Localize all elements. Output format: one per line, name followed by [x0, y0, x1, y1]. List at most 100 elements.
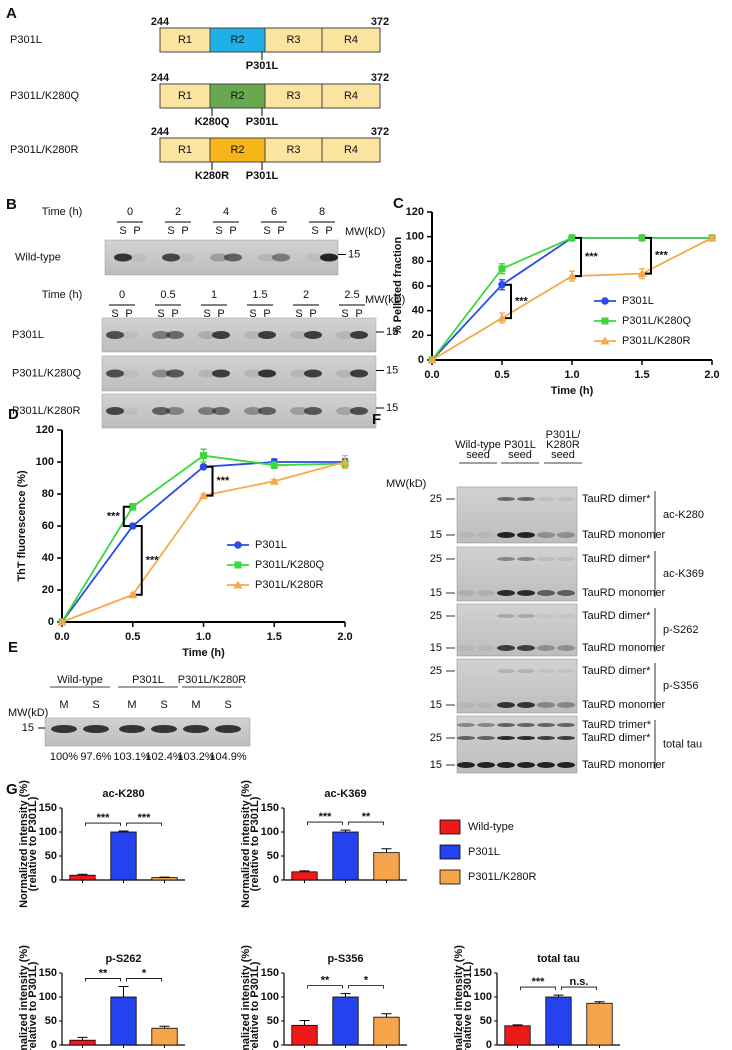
band-label: TauRD dimer* — [582, 732, 651, 744]
legend-label: P301L/K280Q — [622, 315, 692, 327]
y-axis-label: Normalized intensity (%) — [240, 780, 252, 908]
marker — [427, 355, 437, 364]
quantity: 102.4% — [145, 751, 183, 763]
marker — [57, 617, 67, 626]
band-label: TauRD monomer — [582, 587, 665, 599]
bar — [373, 1016, 400, 1046]
marker — [340, 457, 350, 466]
y-axis-label: Normalized intensity (%) — [18, 780, 30, 908]
domain — [321, 27, 381, 53]
blot-band — [477, 736, 495, 740]
blot-band — [336, 369, 354, 378]
mw-value: 25 — [430, 553, 442, 565]
fraction-label: P — [125, 308, 132, 320]
y-tick-label: 80 — [42, 488, 54, 500]
x-tick-label: 1.5 — [267, 631, 282, 643]
marker — [129, 503, 137, 511]
blot — [44, 717, 251, 747]
y-tick-label: 0 — [51, 1039, 57, 1050]
domain — [321, 83, 381, 109]
mw-value: 25 — [430, 610, 442, 622]
fraction-label: P — [309, 308, 316, 320]
blot-band — [497, 614, 515, 618]
fraction-label: P — [133, 225, 140, 237]
blot-band — [120, 407, 138, 415]
y-tick-label: 40 — [42, 552, 54, 564]
bar — [332, 831, 359, 881]
fraction-label: P — [181, 225, 188, 237]
band-label: TauRD dimer* — [582, 665, 651, 677]
mw-label: MW(kD) — [365, 294, 405, 306]
y-tick-label: 20 — [412, 329, 424, 341]
blot-band — [306, 253, 324, 262]
y-tick-label: 0 — [273, 874, 279, 886]
domain-name: R4 — [344, 90, 358, 102]
marker — [270, 461, 278, 469]
y-tick-label: 100 — [261, 991, 279, 1003]
blot-band — [83, 725, 109, 733]
bar — [545, 996, 572, 1046]
bar — [69, 1039, 96, 1046]
blot-band — [557, 614, 575, 618]
fraction-label: P — [171, 308, 178, 320]
column-header: K280R — [546, 439, 580, 451]
x-axis-label: Time (h) — [551, 385, 594, 397]
marker — [601, 297, 609, 305]
y-tick-label: 50 — [267, 1015, 279, 1027]
blot-band — [477, 762, 495, 768]
significance-label: *** — [319, 811, 333, 823]
band-label: TauRD monomer — [582, 759, 665, 771]
blot-band — [350, 407, 368, 415]
blot-band — [258, 369, 276, 378]
y-tick-label: 80 — [412, 255, 424, 267]
marker — [234, 561, 242, 569]
marker — [497, 313, 507, 322]
domain-name: R2 — [230, 90, 244, 102]
blot-band — [517, 702, 535, 708]
blot-band — [537, 723, 555, 727]
significance-bracket — [348, 821, 384, 826]
blot — [101, 355, 377, 392]
legend-swatch — [439, 819, 461, 835]
blot-band — [272, 253, 290, 262]
blot-band — [51, 725, 77, 733]
blot-band — [557, 590, 575, 596]
mw-label: MW(kD) — [8, 707, 48, 719]
band-label: TauRD dimer* — [582, 553, 651, 565]
blot-band — [477, 590, 495, 596]
blot-band — [457, 723, 475, 727]
panel-label: B — [6, 196, 17, 213]
significance-label: ** — [321, 975, 330, 987]
quantity: 104.9% — [209, 751, 247, 763]
fraction-label: P — [229, 225, 236, 237]
blot-band — [457, 736, 475, 740]
blot-band — [517, 614, 535, 618]
significance-label: *** — [146, 554, 160, 566]
y-tick-label: 50 — [45, 850, 57, 862]
lane-label: M — [127, 699, 136, 711]
mw-value: 15 — [348, 248, 360, 260]
y-tick-label: 100 — [36, 456, 54, 468]
blot-band — [517, 532, 535, 538]
domain-name: R3 — [286, 144, 300, 156]
y-tick-label: 20 — [42, 584, 54, 596]
blot — [456, 546, 578, 602]
fraction-label: S — [119, 225, 126, 237]
marker — [638, 234, 646, 242]
significance-label: * — [364, 975, 369, 987]
domain — [209, 137, 266, 163]
band-label: TauRD monomer — [582, 642, 665, 654]
quantity: 97.6% — [80, 751, 111, 763]
time-label: Time (h) — [42, 289, 83, 301]
blot-band — [119, 725, 145, 733]
marker — [567, 271, 577, 280]
significance-bracket — [126, 822, 162, 827]
significance-label: *** — [585, 251, 599, 263]
bar — [151, 877, 178, 881]
blot-band — [244, 331, 262, 339]
marker — [234, 541, 242, 549]
blot-band — [517, 669, 535, 673]
y-axis-label: Normalized intensity (%) — [18, 945, 30, 1050]
blot-band — [537, 614, 555, 618]
marker — [601, 317, 609, 325]
